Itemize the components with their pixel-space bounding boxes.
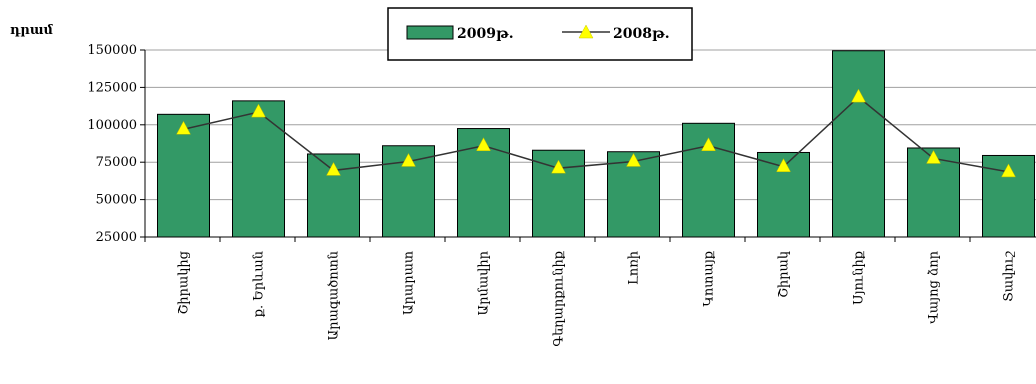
category-label: Տավուշ bbox=[1002, 251, 1017, 302]
category-label: Վայոց ձոր bbox=[927, 250, 942, 323]
line-point bbox=[626, 152, 641, 167]
line-point bbox=[776, 158, 791, 172]
bar bbox=[157, 113, 210, 238]
bar bbox=[232, 100, 285, 238]
bar-series-2009 bbox=[157, 50, 1035, 238]
legend-label-2008: 2008թ. bbox=[613, 26, 670, 42]
axes bbox=[144, 50, 1036, 238]
category-label: Արարատ bbox=[402, 251, 417, 315]
legend: 2009թ. 2008թ. bbox=[387, 7, 693, 61]
category-labels: Շիրակից ք. Երևան Արագածոտն Արարատ Արմավիր Գեղ… bbox=[177, 250, 1017, 346]
x-axis-ticks bbox=[144, 237, 971, 242]
line-series-2008 bbox=[176, 88, 1016, 178]
line-point bbox=[701, 137, 716, 151]
line-point bbox=[176, 120, 191, 135]
category-label: Արագածոտն bbox=[327, 251, 342, 340]
y-tick-label: 100000 bbox=[87, 118, 137, 133]
category-label: Լոռի bbox=[627, 251, 642, 285]
category-label: ք. Երևան bbox=[252, 251, 267, 317]
y-tick-label: 50000 bbox=[96, 193, 137, 208]
line-point bbox=[476, 137, 491, 151]
category-label: Գեղարքունիք bbox=[552, 250, 567, 346]
line-point bbox=[251, 103, 266, 118]
y-axis-ticks: 25000 50000 75000 100000 125000 150000 bbox=[87, 43, 145, 245]
category-label: Կոտայք bbox=[702, 250, 717, 306]
y-tick-label: 75000 bbox=[96, 155, 137, 170]
category-label: Արմավիր bbox=[477, 250, 492, 315]
bar bbox=[832, 50, 885, 238]
legend-label-2009: 2009թ. bbox=[457, 26, 514, 42]
bar bbox=[607, 151, 660, 238]
y-tick-label: 25000 bbox=[96, 230, 137, 245]
line-point bbox=[851, 88, 866, 103]
line-point bbox=[326, 161, 341, 176]
line-point bbox=[551, 159, 566, 174]
legend-marker-2008 bbox=[578, 24, 594, 39]
y-tick-label: 150000 bbox=[87, 43, 137, 58]
category-label: Սյունիք bbox=[852, 250, 867, 305]
y-tick-label: 125000 bbox=[87, 80, 137, 95]
series-line bbox=[183, 96, 1009, 173]
category-label: Շիրակ bbox=[777, 251, 792, 298]
y-axis-label: դրամ bbox=[10, 23, 54, 38]
line-point bbox=[401, 152, 416, 167]
legend-swatch-2009 bbox=[406, 25, 454, 40]
category-label: Շիրակից bbox=[177, 251, 192, 315]
line-point bbox=[1001, 163, 1016, 178]
line-point bbox=[926, 149, 941, 164]
